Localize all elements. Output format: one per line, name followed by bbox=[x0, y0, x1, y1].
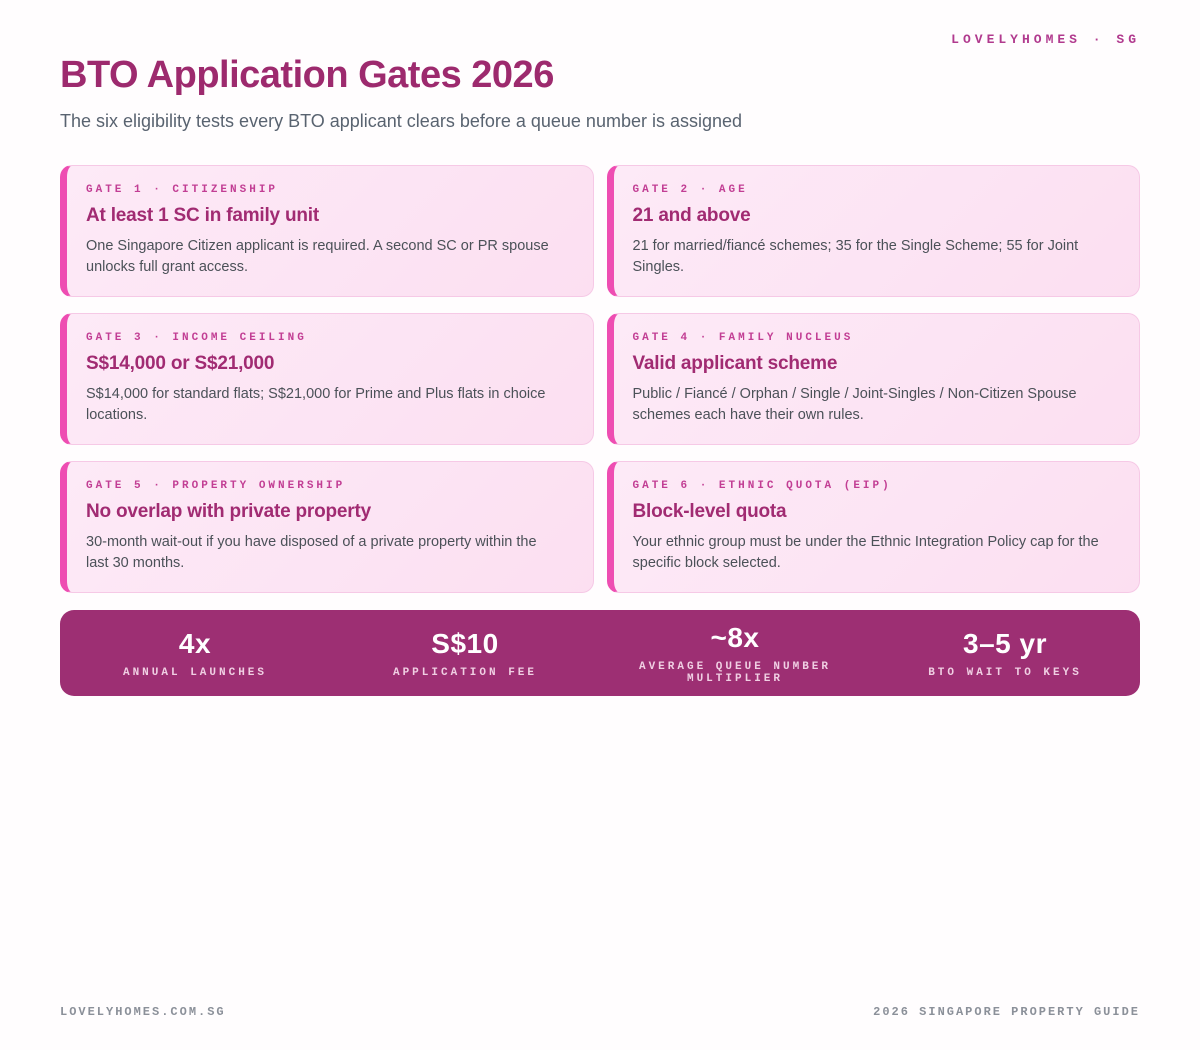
gate-body: One Singapore Citizen applicant is requi… bbox=[86, 238, 549, 276]
gate-title: Valid applicant scheme bbox=[632, 353, 838, 375]
gate-card-ethnic-quota: GATE 6 · ETHNIC QUOTA (EIP) Block-level … bbox=[606, 461, 1140, 594]
gates-grid: GATE 1 · CITIZENSHIP At least 1 SC in fa… bbox=[60, 165, 1140, 594]
gate-body: S$14,000 for standard flats; S$21,000 fo… bbox=[86, 386, 546, 424]
gate-card-citizenship: GATE 1 · CITIZENSHIP At least 1 SC in fa… bbox=[60, 165, 594, 298]
gate-body: Your ethnic group must be under the Ethn… bbox=[632, 534, 1099, 572]
gate-eyebrow: GATE 6 · ETHNIC QUOTA (EIP) bbox=[632, 480, 892, 493]
footer-site: LOVELYHOMES.COM.SG bbox=[60, 1005, 226, 1019]
gate-card-age: GATE 2 · AGE 21 and above 21 for married… bbox=[606, 165, 1140, 298]
stat-label: ANNUAL LAUNCHES bbox=[122, 666, 268, 679]
gate-body: Public / Fiancé / Orphan / Single / Join… bbox=[632, 386, 1077, 424]
stat-value: S$10 bbox=[431, 627, 499, 659]
gate-eyebrow: GATE 2 · AGE bbox=[632, 184, 748, 196]
gate-title: Block-level quota bbox=[632, 501, 787, 523]
gate-title: No overlap with private property bbox=[86, 501, 371, 523]
stat-value: 4x bbox=[178, 627, 212, 659]
gate-card-income-ceiling: GATE 3 · INCOME CEILING S$14,000 or S$21… bbox=[60, 313, 594, 446]
gate-eyebrow: GATE 1 · CITIZENSHIP bbox=[86, 184, 279, 196]
stat-annual-launches: 4x ANNUAL LAUNCHES bbox=[60, 628, 330, 679]
page-subtitle: The six eligibility tests every BTO appl… bbox=[60, 111, 743, 131]
header: BTO Application Gates 2026 The six eligi… bbox=[60, 54, 1140, 132]
gate-title: S$14,000 or S$21,000 bbox=[86, 353, 275, 375]
stat-queue-multiplier: ~8x AVERAGE QUEUE NUMBER MULTIPLIER bbox=[600, 622, 870, 685]
footer-guide: 2026 SINGAPORE PROPERTY GUIDE bbox=[873, 1005, 1140, 1019]
stat-label: BTO WAIT TO KEYS bbox=[928, 666, 1082, 679]
page-title: BTO Application Gates 2026 bbox=[60, 54, 554, 96]
stat-value: ~8x bbox=[710, 621, 760, 653]
gate-title: 21 and above bbox=[632, 205, 751, 226]
gate-card-family-nucleus: GATE 4 · FAMILY NUCLEUS Valid applicant … bbox=[606, 313, 1140, 446]
gate-eyebrow: GATE 3 · INCOME CEILING bbox=[86, 332, 307, 345]
stat-value: 3–5 yr bbox=[963, 627, 1047, 659]
gate-body: 21 for married/fiancé schemes; 35 for th… bbox=[632, 238, 1079, 276]
gate-body: 30-month wait-out if you have disposed o… bbox=[86, 534, 537, 572]
gate-title: At least 1 SC in family unit bbox=[86, 205, 320, 226]
brand-mark: LOVELYHOMES · SG bbox=[951, 32, 1140, 47]
gate-eyebrow: GATE 4 · FAMILY NUCLEUS bbox=[632, 332, 854, 345]
footer: LOVELYHOMES.COM.SG 2026 SINGAPORE PROPER… bbox=[60, 1005, 1140, 1019]
stat-label: AVERAGE QUEUE NUMBER MULTIPLIER bbox=[638, 660, 832, 685]
gate-card-property-ownership: GATE 5 · PROPERTY OWNERSHIP No overlap w… bbox=[60, 461, 594, 594]
stat-label: APPLICATION FEE bbox=[392, 666, 538, 679]
stat-wait-to-keys: 3–5 yr BTO WAIT TO KEYS bbox=[870, 628, 1140, 679]
stats-bar: 4x ANNUAL LAUNCHES S$10 APPLICATION FEE … bbox=[60, 610, 1140, 696]
stat-application-fee: S$10 APPLICATION FEE bbox=[330, 628, 600, 679]
gate-eyebrow: GATE 5 · PROPERTY OWNERSHIP bbox=[86, 480, 346, 493]
